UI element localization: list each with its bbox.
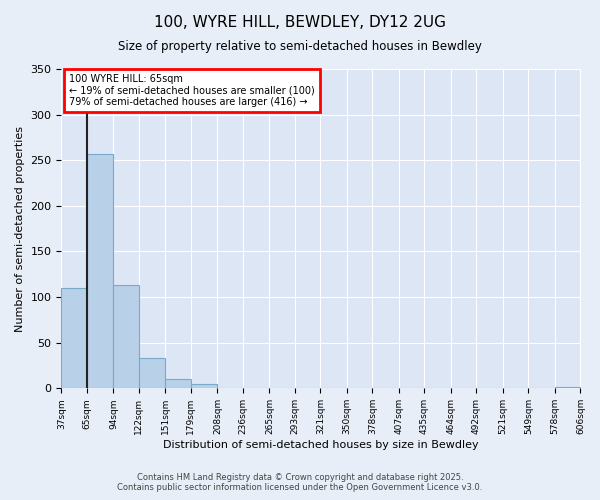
Text: Size of property relative to semi-detached houses in Bewdley: Size of property relative to semi-detach… [118, 40, 482, 53]
Bar [113, 285, 139, 389]
Text: 100, WYRE HILL, BEWDLEY, DY12 2UG: 100, WYRE HILL, BEWDLEY, DY12 2UG [154, 15, 446, 30]
Y-axis label: Number of semi-detached properties: Number of semi-detached properties [15, 126, 25, 332]
Bar [191, 384, 217, 388]
Text: 100 WYRE HILL: 65sqm
← 19% of semi-detached houses are smaller (100)
79% of semi: 100 WYRE HILL: 65sqm ← 19% of semi-detac… [69, 74, 315, 107]
X-axis label: Distribution of semi-detached houses by size in Bewdley: Distribution of semi-detached houses by … [163, 440, 479, 450]
Bar [139, 358, 166, 388]
Bar [555, 386, 580, 388]
Bar [87, 154, 113, 388]
Text: Contains HM Land Registry data © Crown copyright and database right 2025.
Contai: Contains HM Land Registry data © Crown c… [118, 473, 482, 492]
Bar [166, 379, 191, 388]
Bar [61, 288, 87, 388]
